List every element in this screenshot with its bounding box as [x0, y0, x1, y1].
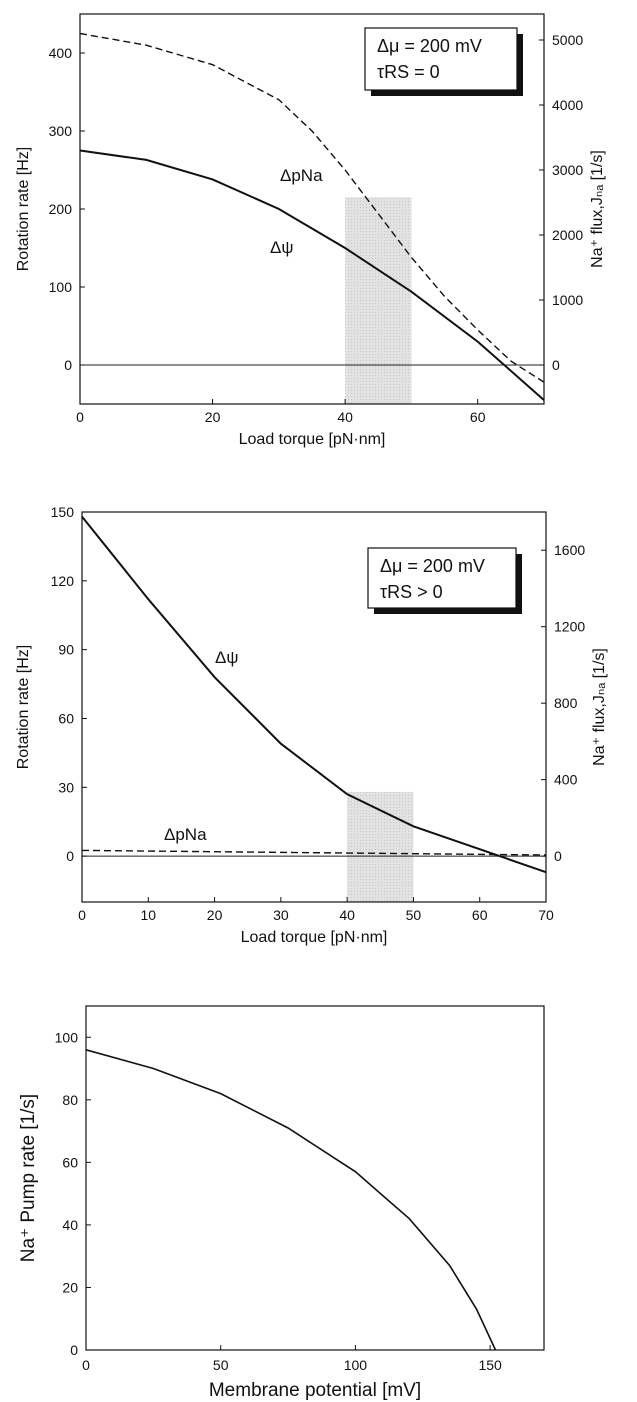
y-right-tick-label: 1200: [554, 619, 585, 635]
series-line: [81, 515, 547, 874]
y-tick-label: 40: [62, 1217, 78, 1233]
panel-middle: 0 10 20 30 40 50 60 70 0 30 60 90 120 150 0 400 800 1200 1…: [15, 504, 608, 946]
y-left-tick-label: 90: [58, 642, 74, 658]
x-tick-label: 40: [337, 409, 353, 425]
y-right-tick-label: 5000: [552, 32, 583, 48]
x-tick-label: 10: [140, 907, 156, 923]
y-left-tick-label: 200: [49, 201, 73, 217]
plot-frame: [85, 1005, 545, 1351]
x-tick-label: 0: [76, 409, 84, 425]
y-left-tick-label: 60: [58, 710, 74, 726]
x-tick-label: 50: [213, 1357, 229, 1373]
x-tick-label: 60: [470, 409, 486, 425]
y-left-tick-label: 100: [49, 279, 73, 295]
y-left-tick-label: 150: [51, 504, 75, 520]
x-tick-label: 70: [538, 907, 554, 923]
legend-box: [367, 547, 517, 609]
legend-line: τRS = 0: [377, 62, 440, 82]
series-label: ΔpNa: [164, 825, 207, 844]
y-right-tick-label: 2000: [552, 227, 583, 243]
x-axis-label: Load torque [pN·nm]: [239, 431, 386, 448]
y-tick-label: 80: [62, 1092, 78, 1108]
x-tick-label: 150: [478, 1357, 502, 1373]
x-tick-label: 20: [207, 907, 223, 923]
y-right-tick-label: 1600: [554, 542, 585, 558]
series-line: [85, 1049, 497, 1351]
shaded-region: [345, 197, 412, 404]
y-left-tick-label: 30: [58, 779, 74, 795]
plot-frame: [81, 511, 547, 903]
x-tick-label: 0: [82, 1357, 90, 1373]
y-right-axis-label: Na⁺ flux,Jₙₐ [1/s]: [591, 648, 608, 766]
y-right-tick-label: 800: [554, 695, 578, 711]
y-right-tick-label: 400: [554, 772, 578, 788]
y-tick-label: 0: [70, 1342, 78, 1358]
series-line: [79, 149, 545, 401]
panel-top: 0 20 40 60010020030040001000200030004000500…: [15, 13, 606, 448]
series-line: [81, 849, 547, 856]
y-left-tick-label: 400: [49, 45, 73, 61]
legend-line: Δμ = 200 mV: [380, 556, 485, 576]
x-tick-label: 30: [273, 907, 289, 923]
y-left-axis-label: Rotation rate [Hz]: [15, 147, 32, 272]
x-tick-label: 60: [472, 907, 488, 923]
x-tick-label: 50: [406, 907, 422, 923]
y-right-tick-label: 0: [552, 357, 560, 373]
y-right-tick-label: 0: [554, 848, 562, 864]
y-tick-label: 20: [62, 1279, 78, 1295]
series-label: Δψ: [270, 238, 293, 257]
y-right-tick-label: 4000: [552, 97, 583, 113]
shaded-region: [347, 791, 414, 902]
y-tick-label: 100: [55, 1029, 79, 1045]
legend-box: [364, 27, 518, 91]
panel-bottom: 0 50 100 150 0 20 40 60 80 100 Membrane potential …: [18, 1005, 545, 1401]
x-axis-label: Membrane potential [mV]: [209, 1380, 421, 1401]
y-left-tick-label: 120: [51, 573, 75, 589]
series-label: Δψ: [215, 648, 238, 667]
y-tick-label: 60: [62, 1154, 78, 1170]
y-left-tick-label: 300: [49, 123, 73, 139]
y-right-axis-label: Na⁺ flux,Jₙₐ [1/s]: [589, 150, 606, 268]
series-label: ΔpNa: [280, 166, 323, 185]
x-tick-label: 20: [205, 409, 221, 425]
y-left-tick-label: 0: [66, 848, 74, 864]
x-tick-label: 40: [339, 907, 355, 923]
x-tick-label: 0: [78, 907, 86, 923]
y-left-axis-label: Rotation rate [Hz]: [15, 645, 32, 770]
y-right-tick-label: 3000: [552, 162, 583, 178]
y-right-tick-label: 1000: [552, 292, 583, 308]
x-tick-label: 100: [344, 1357, 368, 1373]
x-axis-label: Load torque [pN·nm]: [241, 929, 388, 946]
y-left-tick-label: 0: [64, 357, 72, 373]
legend-line: τRS > 0: [380, 582, 443, 602]
series-line: [79, 32, 545, 383]
y-axis-label: Na⁺ Pump rate [1/s]: [18, 1094, 39, 1262]
legend-line: Δμ = 200 mV: [377, 36, 482, 56]
